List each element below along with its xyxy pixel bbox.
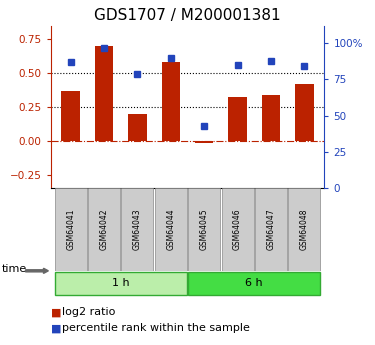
Text: percentile rank within the sample: percentile rank within the sample [62,324,250,333]
Bar [295,84,314,141]
Text: ■: ■ [51,307,61,317]
Bar [62,91,80,141]
Bar [195,141,213,144]
FancyBboxPatch shape [288,188,320,271]
FancyBboxPatch shape [222,188,254,271]
Bar [128,114,147,141]
Text: GSM64046: GSM64046 [233,209,242,250]
FancyBboxPatch shape [122,188,153,271]
Text: GSM64042: GSM64042 [99,209,108,250]
Text: GSM64047: GSM64047 [267,209,276,250]
Bar [228,98,247,141]
Text: GSM64041: GSM64041 [66,209,75,250]
Text: time: time [2,264,27,274]
FancyBboxPatch shape [188,188,220,271]
FancyBboxPatch shape [188,272,320,295]
FancyBboxPatch shape [88,188,120,271]
Bar [95,46,113,141]
Text: ■: ■ [51,324,61,333]
FancyBboxPatch shape [55,188,87,271]
Bar [262,95,280,141]
Text: 1 h: 1 h [112,278,129,288]
Text: GSM64044: GSM64044 [166,209,175,250]
Title: GDS1707 / M200001381: GDS1707 / M200001381 [94,8,281,23]
Bar [162,62,180,141]
Text: 6 h: 6 h [246,278,263,288]
Text: GSM64043: GSM64043 [133,209,142,250]
FancyBboxPatch shape [255,188,287,271]
Text: GSM64048: GSM64048 [300,209,309,250]
Text: log2 ratio: log2 ratio [62,307,115,317]
FancyBboxPatch shape [55,272,187,295]
Text: GSM64045: GSM64045 [200,209,209,250]
FancyBboxPatch shape [155,188,187,271]
